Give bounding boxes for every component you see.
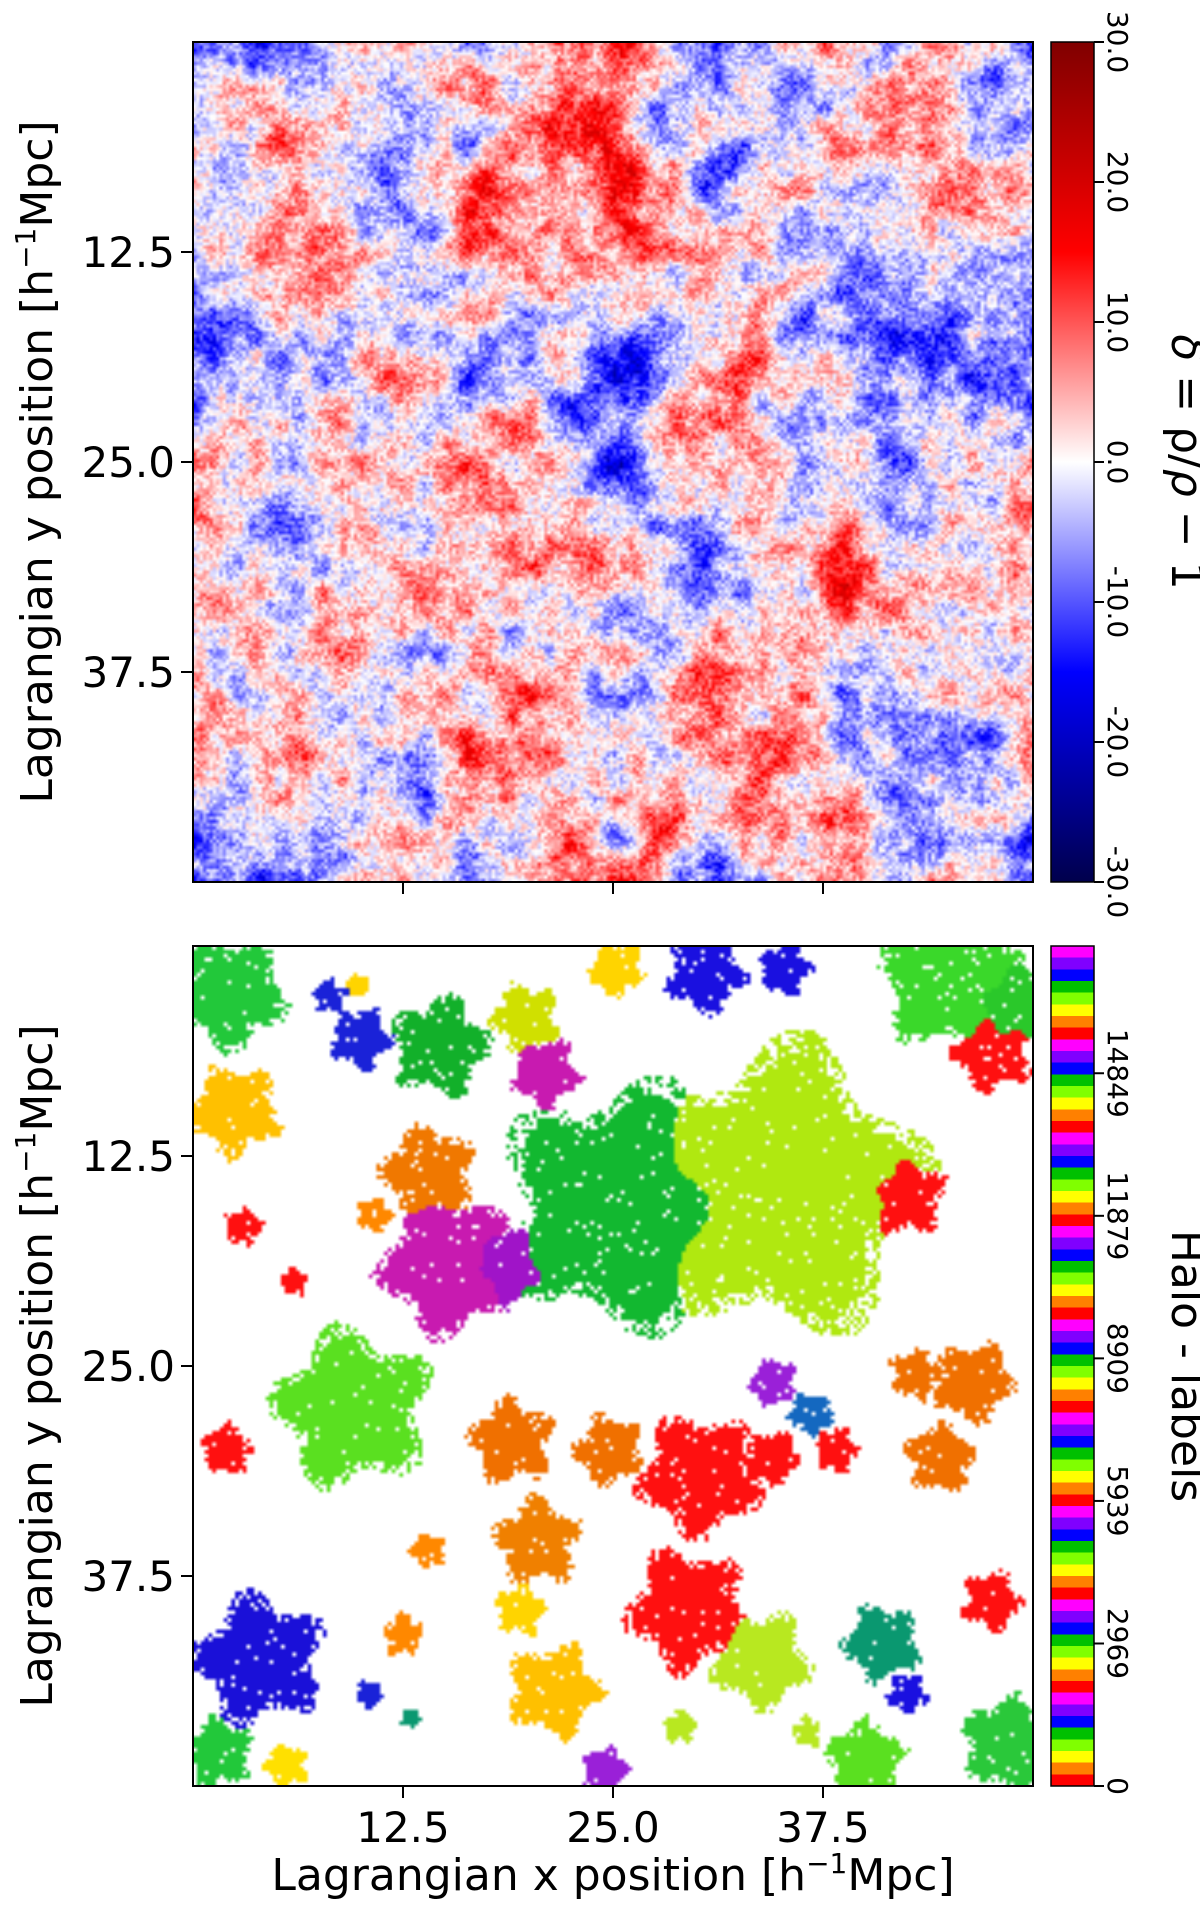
colorbar-tick-label: -30.0 [1101, 846, 1134, 918]
y-tick-label: 12.5 [81, 1132, 175, 1181]
colorbar-tick-label: 0.0 [1101, 440, 1134, 485]
halo-y-ticks: 12.5 25.0 37.5 [81, 1132, 193, 1601]
colorbar-tick-label: -20.0 [1101, 706, 1134, 778]
halo-colorbar-label: Halo - labels [1161, 1230, 1200, 1502]
colorbar-tick-label: 2969 [1101, 1608, 1134, 1679]
colorbar-tick-label: 5939 [1101, 1465, 1134, 1536]
x-tick-label: 25.0 [566, 1803, 660, 1852]
colorbar-tick-label: 8909 [1101, 1323, 1134, 1394]
y-tick-label: 25.0 [81, 438, 175, 487]
density-panel: 12.5 25.0 37.5 Lagrangian y position [h−1M… [9, 11, 1200, 918]
y-tick-label: 25.0 [81, 1342, 175, 1391]
density-colorbar [1050, 41, 1095, 883]
x-tick-label: 37.5 [776, 1803, 870, 1852]
density-field-image [193, 42, 1033, 882]
halo-label-image [193, 946, 1033, 1786]
y-tick-label: 37.5 [81, 648, 175, 697]
halo-colorbar-ticks: 0 2969 5939 8909 11879 14849 [1094, 1029, 1134, 1795]
x-tick-label: 12.5 [356, 1803, 450, 1852]
density-y-ticks: 12.5 25.0 37.5 [81, 228, 193, 697]
colorbar-tick-label: 20.0 [1101, 151, 1134, 213]
colorbar-tick-label: 30.0 [1101, 11, 1134, 73]
colorbar-tick-label: 10.0 [1101, 291, 1134, 353]
y-tick-label: 12.5 [81, 228, 175, 277]
density-colorbar-ticks: 30.0 20.0 10.0 0.0 -10.0 -20.0 -30.0 [1094, 11, 1134, 918]
halo-y-axis-label: Lagrangian y position [h−1Mpc] [9, 1024, 63, 1707]
halo-panel: 12.5 25.0 37.5 12.5 25.0 37.5 Lagrangian y p… [9, 945, 1200, 1901]
colorbar-tick-label: 11879 [1101, 1171, 1134, 1260]
halo-colorbar [1050, 945, 1095, 1787]
density-colorbar-label: δ = ρ/ρ̄ − 1 [1161, 334, 1200, 589]
colorbar-tick-label: -10.0 [1101, 566, 1134, 638]
y-tick-label: 37.5 [81, 1552, 175, 1601]
colorbar-tick-label: 0 [1101, 1777, 1134, 1795]
halo-x-axis-label: Lagrangian x position [h−1Mpc] [271, 1847, 954, 1901]
halo-x-ticks: 12.5 25.0 37.5 [356, 1786, 870, 1852]
density-x-ticks [402, 882, 824, 894]
colorbar-tick-label: 14849 [1101, 1029, 1134, 1118]
density-y-axis-label: Lagrangian y position [h−1Mpc] [9, 120, 63, 803]
